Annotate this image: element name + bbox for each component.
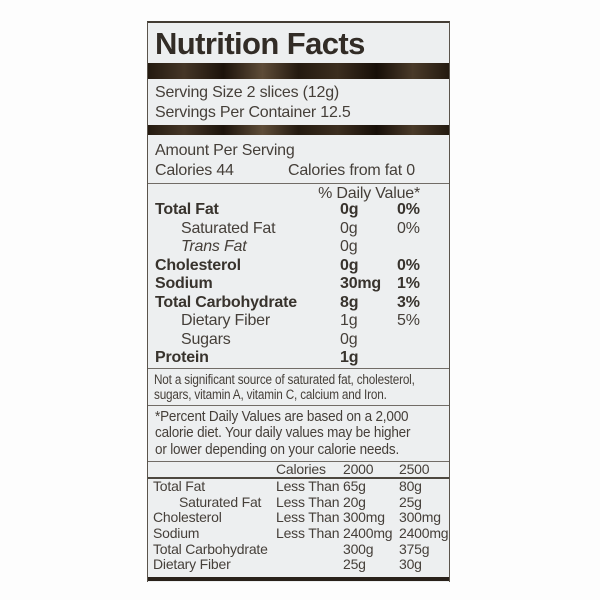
nutrient-rows: Total Fat 0g 0% Saturated Fat 0g 0% Tran… [148, 201, 449, 368]
calories-value: Calories 44 [155, 162, 234, 179]
nutrient-row-cholesterol: Cholesterol 0g 0% [155, 256, 420, 274]
reference-row-dietary-fiber: Dietary Fiber 25g 30g [153, 556, 422, 573]
nutrient-row-dietary-fiber: Dietary Fiber 1g 5% [181, 312, 420, 329]
nutrient-row-sugars: Sugars 0g [181, 330, 358, 348]
reference-row-sodium: Sodium Less Than 2400mg 2400mg [153, 525, 449, 542]
daily-value-header: % Daily Value* [318, 185, 420, 202]
servings-per-container: Servings Per Container 12.5 [155, 104, 351, 121]
amount-per-serving-section: Amount Per Serving Calories 44 Calories … [148, 135, 449, 184]
reference-table-header: Calories 2000 2500 [148, 462, 449, 480]
nutrient-row-saturated-fat: Saturated Fat 0g 0% [181, 219, 420, 237]
percent-daily-values-footnote: *Percent Daily Values are based on a 2,0… [148, 404, 449, 462]
serving-section: Serving Size 2 slices (12g) Servings Per… [148, 79, 449, 125]
not-significant-note: Not a significant source of saturated fa… [148, 367, 449, 405]
reference-row-total-fat: Total Fat Less Than 65g 80g [153, 478, 422, 495]
divider-bar-top [148, 63, 449, 79]
nutrient-row-protein: Protein 1g [155, 349, 359, 366]
divider-bar-middle [148, 125, 449, 135]
reference-row-cholesterol: Cholesterol Less Than 300mg 300mg [153, 509, 441, 526]
label-title: Nutrition Facts [155, 26, 365, 61]
nutrient-row-total-carbohydrate: Total Carbohydrate 8g 3% [155, 293, 420, 311]
reference-row-saturated-fat: Saturated Fat Less Than 20g 25g [179, 493, 422, 510]
reference-values-table: Calories 2000 2500 Total Fat Less Than 6… [148, 461, 449, 573]
calories-row: Calories 44 Calories from fat 0 [155, 161, 442, 181]
nutrient-row-total-fat: Total Fat 0g 0% [155, 201, 420, 218]
calories-from-fat: Calories from fat 0 [288, 162, 415, 179]
serving-size: Serving Size 2 slices (12g) [155, 84, 340, 101]
label-bottom-rule [148, 577, 449, 581]
nutrient-row-sodium: Sodium 30mg 1% [155, 275, 420, 292]
nutrition-facts-label: Nutrition Facts Serving Size 2 slices (1… [147, 21, 450, 582]
reference-row-total-carbohydrate: Total Carbohydrate 300g 375g [153, 540, 430, 557]
nutrient-row-trans-fat: Trans Fat 0g [181, 238, 358, 255]
amount-per-serving-heading: Amount Per Serving [155, 142, 295, 159]
